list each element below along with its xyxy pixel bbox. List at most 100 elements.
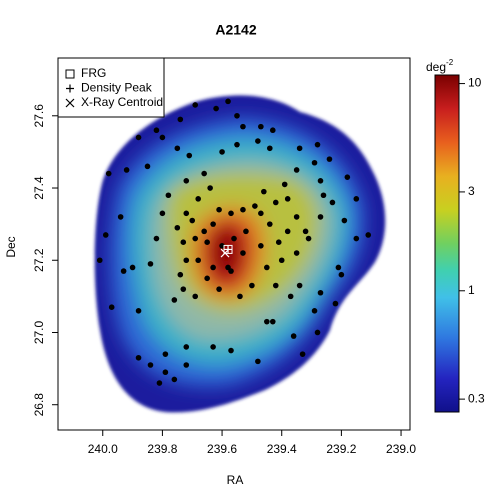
galaxy-point [147, 362, 154, 368]
galaxy-point [317, 177, 324, 184]
galaxy-point [287, 293, 294, 300]
x-tick-label: 239.8 [147, 442, 177, 456]
galaxy-point [204, 239, 210, 245]
galaxy-point [293, 250, 300, 256]
galaxy-point [171, 297, 178, 303]
galaxy-point [284, 228, 291, 235]
x-axis-label: RA [227, 473, 244, 487]
galaxy-point [195, 257, 202, 264]
galaxy-point [335, 264, 342, 271]
galaxy-point [183, 177, 190, 184]
galaxy-point [192, 293, 199, 300]
galaxy-point [353, 235, 360, 242]
galaxy-point [180, 286, 187, 292]
galaxy-point [177, 116, 184, 123]
galaxy-point [296, 145, 303, 152]
colorbar-tick-label: 1 [468, 283, 475, 297]
legend-symbol [66, 84, 74, 93]
galaxy-point [183, 210, 190, 217]
galaxy-point [284, 196, 291, 202]
galaxy-point [329, 199, 336, 206]
galaxy-point [129, 264, 136, 271]
galaxy-point [144, 163, 151, 170]
galaxy-point [204, 275, 210, 282]
galaxy-point [314, 329, 321, 336]
legend-box [57, 57, 165, 118]
galaxy-point [293, 214, 300, 220]
galaxy-point [225, 98, 231, 105]
galaxy-point [102, 232, 109, 238]
galaxy-point [269, 318, 276, 325]
galaxy-point [231, 235, 237, 242]
galaxy-point [228, 210, 234, 217]
galaxy-point [219, 149, 225, 155]
y-tick-label: 27.4 [32, 176, 46, 200]
x-tick-label: 239.6 [207, 442, 237, 456]
galaxy-point [317, 214, 324, 220]
galaxy-point [258, 243, 264, 249]
galaxy-point [281, 181, 288, 188]
galaxy-point [183, 362, 190, 368]
galaxy-point [266, 221, 273, 227]
plot-frame [57, 57, 411, 431]
galaxy-point [261, 188, 267, 195]
galaxy-point [156, 380, 163, 386]
galaxy-point [258, 123, 264, 130]
galaxy-point [311, 159, 318, 166]
x-tick-label: 239.0 [386, 442, 416, 456]
galaxy-point [320, 192, 327, 199]
galaxy-point [117, 214, 124, 220]
galaxy-point [255, 138, 261, 144]
galaxy-point [344, 174, 351, 180]
galaxy-point [171, 376, 178, 383]
galaxy-point [326, 156, 333, 162]
colorbar-tick-label: 3 [468, 184, 475, 198]
legend-symbol [65, 98, 75, 108]
galaxy-point [213, 105, 219, 112]
galaxy-point [237, 293, 243, 300]
galaxy-point [219, 243, 225, 249]
galaxy-point [234, 112, 240, 119]
y-tick-label: 26.8 [32, 393, 46, 417]
colorbar-tick-label: 10 [468, 76, 482, 90]
galaxy-point [105, 170, 112, 177]
galaxy-point [264, 264, 270, 271]
galaxy-point [162, 369, 169, 376]
colorbar-unit-exponent: -2 [446, 58, 454, 67]
galaxy-point [183, 344, 190, 350]
galaxy-point [365, 232, 372, 238]
galaxy-point [258, 210, 264, 217]
galaxy-point [243, 228, 249, 235]
galaxy-point [177, 271, 184, 278]
galaxy-point [249, 282, 255, 289]
galaxy-point [189, 217, 196, 224]
y-tick-label: 27.6 [32, 104, 46, 128]
galaxy-point [255, 358, 261, 365]
galaxy-point [228, 347, 234, 354]
colorbar [435, 75, 459, 412]
special-markers [220, 244, 233, 258]
galaxy-point [135, 354, 142, 361]
galaxy-point [216, 206, 222, 213]
galaxy-point [317, 289, 324, 296]
galaxy-point [165, 192, 172, 199]
x-tick-label: 239.4 [267, 442, 297, 456]
galaxy-point [314, 141, 321, 148]
galaxy-point [353, 196, 360, 202]
galaxy-point [135, 134, 142, 141]
galaxy-point [272, 282, 279, 289]
galaxy-point [153, 235, 160, 242]
galaxy-point [174, 145, 181, 152]
colorbar-frame [434, 74, 460, 413]
galaxy-point [296, 282, 303, 289]
colorbar-unit: deg [426, 60, 446, 74]
galaxy-point [192, 235, 199, 242]
galaxy-point [234, 141, 240, 148]
y-tick-label: 27.0 [32, 320, 46, 344]
y-tick-label: 27.2 [32, 248, 46, 272]
galaxy-point [96, 257, 103, 264]
colorbar-tick-label: 0.3 [468, 391, 485, 405]
galaxy-point [252, 203, 258, 209]
galaxy-point [159, 210, 166, 217]
